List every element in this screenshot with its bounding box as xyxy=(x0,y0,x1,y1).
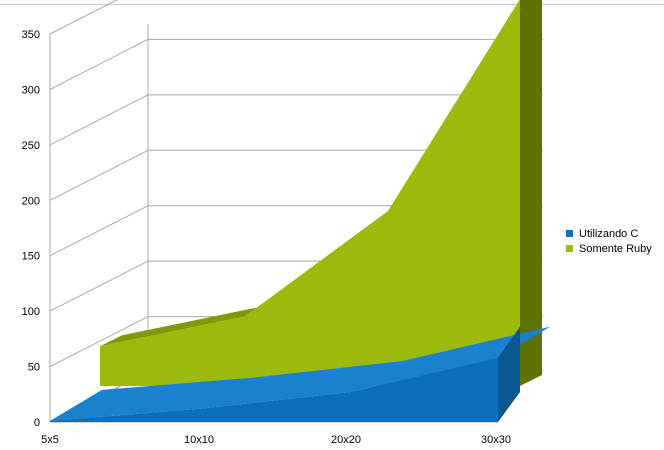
y-tick-label: 300 xyxy=(22,84,40,96)
x-tick-label: 10x10 xyxy=(184,434,214,446)
series-somente-ruby-front xyxy=(100,0,520,386)
y-tick-label: 200 xyxy=(22,195,40,207)
x-tick-label: 5x5 xyxy=(41,434,59,446)
legend-swatch-utilizando-c xyxy=(566,230,573,237)
gridline xyxy=(49,0,118,35)
x-tick-label: 20x20 xyxy=(331,434,361,446)
legend-item-somente-ruby: Somente Ruby xyxy=(566,241,652,256)
top-divider xyxy=(0,4,664,5)
y-tick-label: 50 xyxy=(28,362,40,374)
series-utilizando-c-side xyxy=(498,326,520,422)
legend: Utilizando C Somente Ruby xyxy=(566,226,652,256)
legend-label-somente-ruby: Somente Ruby xyxy=(579,242,652,255)
y-tick-label: 100 xyxy=(22,306,40,318)
y-tick-label: 0 xyxy=(34,417,40,429)
legend-swatch-somente-ruby xyxy=(566,245,573,252)
legend-item-utilizando-c: Utilizando C xyxy=(566,226,652,241)
y-tick-label: 150 xyxy=(22,251,40,263)
y-tick-label: 350 xyxy=(22,29,40,41)
left-wall xyxy=(50,24,148,422)
series-utilizando-c-front xyxy=(50,357,498,422)
series-utilizando-c-top xyxy=(50,326,550,421)
x-tick-label: 30x30 xyxy=(481,434,511,446)
y-tick-label: 250 xyxy=(22,140,40,152)
legend-label-utilizando-c: Utilizando C xyxy=(579,227,639,240)
series-somente-ruby-side xyxy=(520,0,542,386)
